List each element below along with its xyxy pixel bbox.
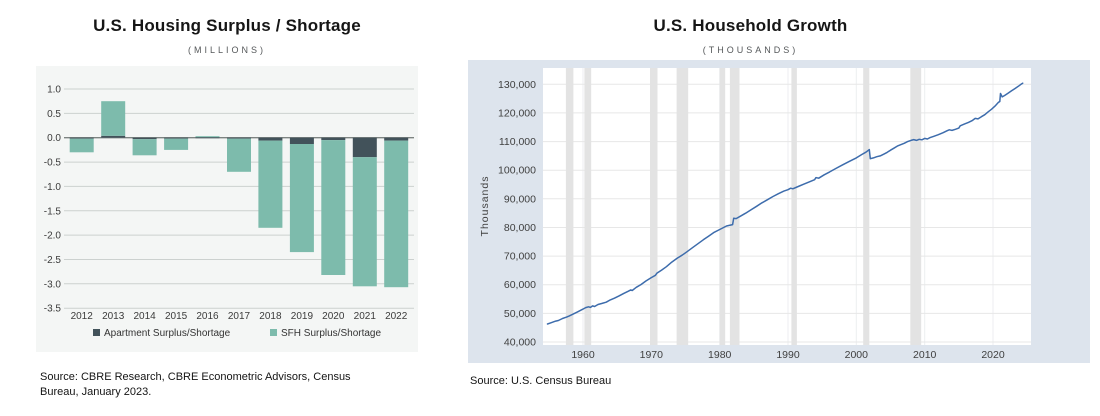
x-tick-label: 2017 — [228, 311, 251, 322]
bar-segment-apartment — [289, 137, 314, 144]
x-tick-label: 2012 — [71, 311, 94, 322]
right-source: Source: U.S. Census Bureau — [470, 375, 612, 387]
bar-segment-apartment — [227, 137, 251, 139]
y-tick-label: -2.5 — [44, 255, 62, 266]
x-tick-label: 2022 — [385, 311, 408, 322]
bar-segment-sfh — [69, 138, 94, 153]
x-tick-label: 2015 — [165, 311, 188, 322]
bar-segment-apartment — [164, 137, 189, 139]
bar-segment-apartment — [321, 137, 346, 141]
line-chart-svg: 1960 1970 1980 1990 2000 2010 2020 130,000 120,0… — [479, 68, 1031, 361]
bar-segment-sfh — [227, 138, 251, 172]
bar-segment-sfh — [195, 136, 220, 138]
recession-band — [650, 68, 658, 345]
bar-segment-apartment — [195, 137, 220, 139]
recession-band — [863, 68, 870, 345]
y-tick-label: 110,000 — [499, 136, 536, 148]
recession-band — [729, 68, 740, 345]
y-tick-label: -1.0 — [44, 182, 62, 193]
y-tick-label: 60,000 — [504, 279, 536, 291]
y-tick-label: 1.0 — [47, 85, 61, 96]
legend-item-sfh: SFH Surplus/Shortage — [270, 328, 381, 339]
y-tick-label: 40,000 — [504, 337, 536, 349]
legend-swatch-sfh-icon — [270, 328, 277, 336]
recession-band — [910, 68, 922, 345]
bar-segment-sfh — [258, 140, 283, 228]
legend-label-apartment: Apartment Surplus/Shortage — [104, 328, 231, 339]
y-tick-label: 0.0 — [47, 133, 61, 144]
y-tick-label: 80,000 — [504, 222, 536, 234]
x-tick-label: 2021 — [354, 311, 377, 322]
x-tick-label: 2010 — [913, 349, 937, 361]
plot-area — [543, 68, 1031, 345]
right-chart-subtitle: (THOUSANDS) — [702, 45, 799, 55]
bar-segment-apartment — [132, 137, 157, 140]
recession-band — [565, 68, 574, 345]
bar-segment-sfh — [132, 139, 157, 156]
left-source: Source: CBRE Research, CBRE Econometric … — [40, 370, 360, 401]
x-tick-label: 2020 — [981, 349, 1005, 361]
left-chart-subtitle: (MILLIONS) — [187, 45, 266, 55]
left-chart-title: U.S. Housing Surplus / Shortage — [93, 16, 361, 35]
bar-segment-apartment — [258, 137, 283, 141]
x-tick-label: 2018 — [259, 311, 282, 322]
right-chart-panel: 1960 1970 1980 1990 2000 2010 2020 130,000 120,0… — [468, 60, 1090, 363]
y-tick-label: -3.5 — [44, 304, 62, 315]
x-tick-label: 2013 — [102, 311, 125, 322]
left-source-line2: Bureau, January 2023. — [40, 386, 152, 399]
y-tick-label: -1.5 — [44, 206, 62, 217]
bar-segment-apartment — [352, 137, 377, 158]
bar-segment-apartment — [384, 137, 409, 141]
right-chart-title: U.S. Household Growth — [653, 16, 848, 35]
recession-band — [791, 68, 797, 345]
bar-segment-sfh — [101, 101, 126, 136]
bar-segment-sfh — [164, 138, 189, 150]
x-tick-label: 1960 — [571, 349, 595, 361]
y-tick-label: -2.0 — [44, 231, 62, 242]
left-chart-panel: 1.0 0.5 0.0 -0.5 -1.0 -1.5 -2.0 -2.5 -3.0 -3.5 201… — [36, 66, 418, 352]
x-tick-label: 2016 — [196, 311, 219, 322]
recession-band — [719, 68, 726, 345]
y-tick-label: 130,000 — [498, 79, 536, 91]
legend-item-apartment: Apartment Surplus/Shortage — [93, 328, 230, 339]
y-tick-label: 100,000 — [498, 165, 536, 177]
legend-label-sfh: SFH Surplus/Shortage — [281, 328, 382, 339]
y-tick-label: 0.5 — [47, 109, 61, 120]
y-tick-label: -0.5 — [44, 158, 62, 169]
x-tick-label: 1990 — [776, 349, 800, 361]
x-tick-label: 1980 — [708, 349, 732, 361]
recession-band — [584, 68, 592, 345]
y-axis-label: Thousands — [479, 176, 491, 237]
bar-segment-apartment — [69, 137, 94, 139]
x-tick-label: 2000 — [845, 349, 869, 361]
x-tick-label: 2019 — [291, 311, 314, 322]
bar-segment-sfh — [384, 140, 409, 288]
x-tick-label: 2014 — [133, 311, 156, 322]
recession-band — [676, 68, 689, 345]
bar-segment-sfh — [289, 144, 314, 253]
bar-chart-svg: 1.0 0.5 0.0 -0.5 -1.0 -1.5 -2.0 -2.5 -3.0 -3.5 201… — [44, 85, 414, 322]
household-growth-line — [546, 82, 1024, 325]
legend-swatch-apartment-icon — [93, 328, 100, 336]
y-tick-label: 50,000 — [504, 308, 536, 320]
y-tick-label: -3.0 — [44, 279, 62, 290]
bar-segment-apartment — [101, 135, 126, 138]
y-tick-label: 90,000 — [504, 193, 536, 205]
left-source-line1: Source: CBRE Research, CBRE Econometric … — [40, 371, 351, 383]
y-tick-label: 120,000 — [498, 107, 536, 119]
y-tick-label: 70,000 — [504, 251, 536, 263]
bar-segment-sfh — [352, 157, 377, 287]
x-tick-label: 1970 — [640, 349, 664, 361]
bar-segment-sfh — [321, 140, 346, 275]
x-tick-label: 2020 — [322, 311, 345, 322]
